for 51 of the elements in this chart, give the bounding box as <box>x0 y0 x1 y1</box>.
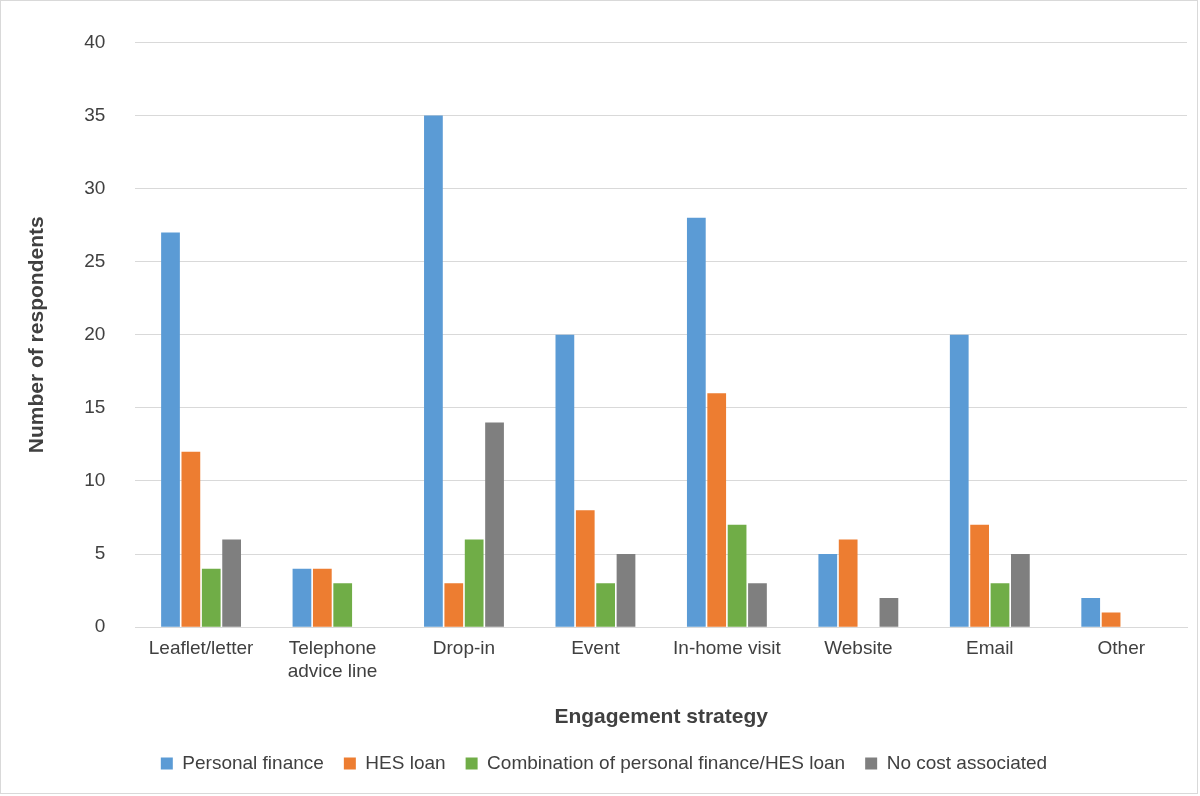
bar <box>616 554 636 627</box>
x-tick-label: Telephone advice line <box>287 636 378 681</box>
y-tick-label: 20 <box>84 323 106 345</box>
legend-label: HES loan <box>365 751 446 773</box>
legend-label: Personal finance <box>182 751 324 773</box>
x-tick-label: Website <box>824 636 893 658</box>
bar <box>596 583 615 627</box>
bar <box>686 217 706 627</box>
y-tick-label: 40 <box>84 30 106 52</box>
bar <box>201 568 221 627</box>
x-tick-label: Leaflet/letter <box>148 636 255 658</box>
bar <box>575 510 595 627</box>
y-tick-label: 10 <box>84 469 106 491</box>
bar <box>1101 612 1121 627</box>
bar <box>161 232 180 627</box>
x-tick-label: Other <box>1097 636 1146 658</box>
y-tick-label: 5 <box>94 542 106 564</box>
y-tick-label: 25 <box>84 249 106 271</box>
bar <box>444 583 464 627</box>
x-tick-label: In-home visit <box>673 636 782 658</box>
bar <box>333 583 353 627</box>
bar <box>1011 554 1030 627</box>
bar <box>727 524 747 627</box>
bar <box>879 597 899 627</box>
bar <box>707 393 727 627</box>
bar <box>312 568 332 627</box>
bar <box>222 539 241 627</box>
bar <box>990 583 1010 627</box>
bar <box>1081 597 1101 627</box>
bar <box>838 539 858 627</box>
legend-label: No cost associated <box>886 751 1048 773</box>
x-tick-label: Email <box>966 636 1014 658</box>
bar <box>424 115 443 627</box>
y-tick-label: 15 <box>84 396 106 418</box>
bar <box>970 524 989 627</box>
bar <box>181 451 201 627</box>
y-tick-label: 0 <box>94 615 106 637</box>
legend-label: Combination of personal finance/HES loan <box>487 751 846 773</box>
x-tick-label: Event <box>571 636 621 658</box>
x-axis-title: Engagement strategy <box>554 704 769 728</box>
bar <box>485 422 504 627</box>
y-axis-title: Number of respondents <box>24 216 48 454</box>
bar <box>292 568 312 627</box>
y-tick-label: 35 <box>84 103 106 125</box>
bar <box>555 334 575 627</box>
bar <box>949 334 969 627</box>
bar <box>818 554 838 627</box>
bar <box>748 583 767 627</box>
x-tick-label: Drop-in <box>432 636 496 658</box>
bar <box>464 539 484 627</box>
y-tick-label: 30 <box>84 176 106 198</box>
